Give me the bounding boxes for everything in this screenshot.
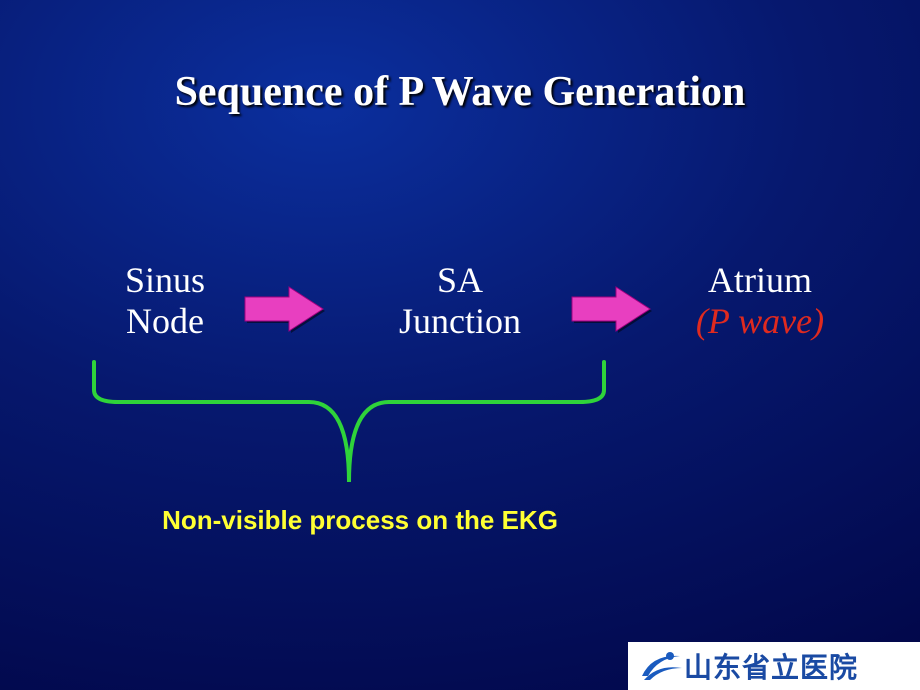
flow-arrow-1 — [243, 285, 327, 335]
node-line2: Junction — [340, 301, 580, 342]
flow-arrow-2 — [570, 285, 654, 335]
flow-node-sa-junction: SA Junction — [340, 260, 580, 343]
node-subline-pwave: (P wave) — [640, 301, 880, 342]
slide: Sequence of P Wave Generation Sinus Node… — [0, 0, 920, 690]
flow-node-atrium: Atrium (P wave) — [640, 260, 880, 343]
hospital-logo: 山东省立医院 — [628, 642, 920, 690]
brace-caption: Non-visible process on the EKG — [100, 505, 620, 536]
hospital-logo-icon — [638, 646, 684, 686]
hospital-logo-text: 山东省立医院 — [684, 646, 858, 686]
node-line1: SA — [340, 260, 580, 301]
slide-title: Sequence of P Wave Generation — [0, 68, 920, 116]
node-line1: Atrium — [640, 260, 880, 301]
curly-brace — [90, 358, 608, 486]
